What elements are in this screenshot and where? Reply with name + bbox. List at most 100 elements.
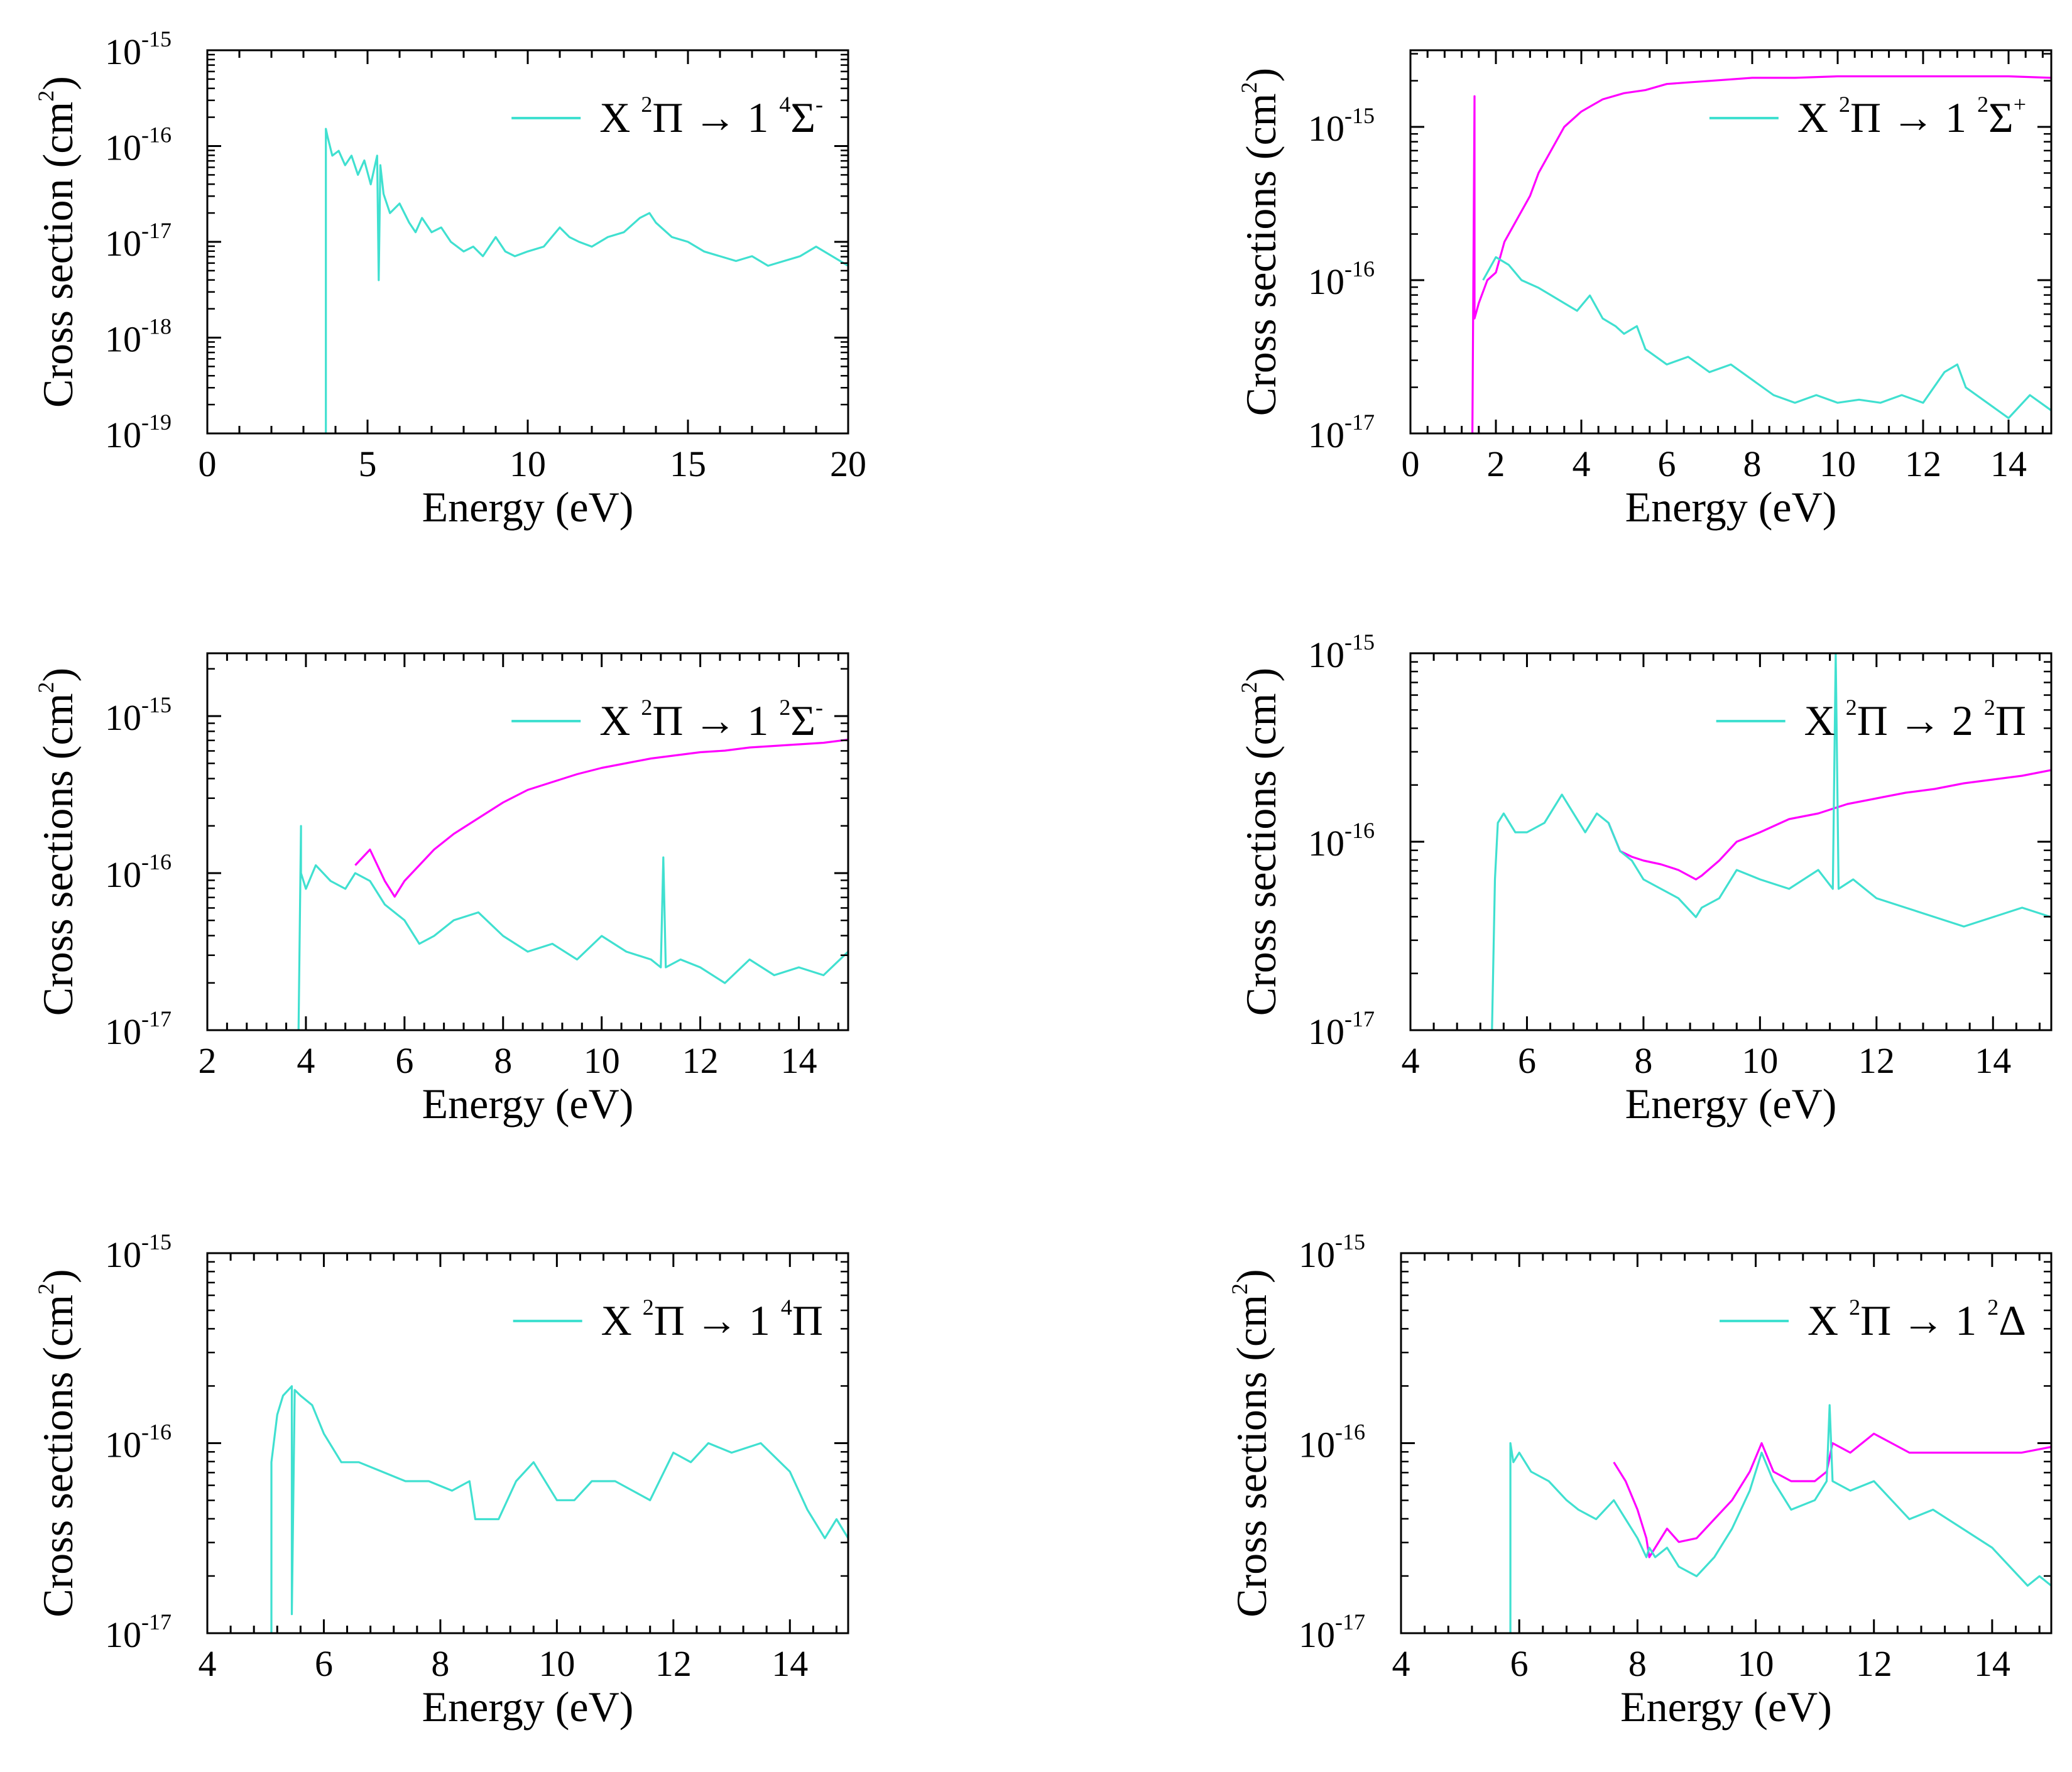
y-tick-label: 10-16 [105,849,172,895]
x-tick-label: 2 [1487,443,1505,484]
y-tick-label: 10-15 [105,26,172,72]
x-tick-label: 10 [1738,1643,1774,1684]
y-tick-label: 10-16 [1299,1420,1365,1465]
legend: X 2Π → 1 2Σ+ [1709,92,2026,141]
y-tick-label: 10-16 [1308,256,1375,302]
series-total-line [1471,75,2051,433]
legend-label: X 2Π → 1 2Σ- [599,695,823,744]
chart-panel-1: 0 5 10 15 20 10-19 10-18 10-17 10-16 10-15 Energy … [33,26,866,531]
x-tick-label: 4 [1402,1040,1420,1081]
x-tick-label: 4 [1392,1643,1410,1684]
chart-panel-6: 4 6 8 10 12 14 10-17 10-16 10-15 Energy (eV) Cross… [1227,1229,2053,1731]
series-partial-line [1509,1404,2051,1633]
x-tick-label: 4 [297,1040,315,1081]
y-tick-label: 10-15 [105,1229,172,1275]
x-tick-label: 8 [494,1040,512,1081]
x-axis-title: Energy (eV) [422,1683,634,1731]
x-tick-label: 6 [1518,1040,1536,1081]
chart-panel-3: 2 4 6 8 10 12 14 10-17 10-16 10-15 Energy (eV) Cros… [33,652,849,1128]
x-tick-label: 0 [199,443,217,484]
x-tick-label: 10 [538,1643,575,1684]
series-partial-line [297,825,848,1030]
plot-frame [206,652,849,1031]
y-tick-label: 10-16 [105,1420,172,1465]
x-tick-label: 8 [1628,1643,1647,1684]
x-axis-title: Energy (eV) [1620,1683,1832,1731]
legend: X 2Π → 1 4Π [513,1295,823,1344]
x-tick-label: 12 [1858,1040,1895,1081]
x-axis-title: Energy (eV) [422,1080,634,1128]
legend: X 2Π → 2 2Π [1716,695,2026,744]
x-tick-label: 6 [1658,443,1676,484]
y-tick-label: 10-17 [105,1006,172,1052]
y-axis-title: Cross sections (cm2) [33,1269,82,1617]
series-total-line [1613,1432,2051,1558]
y-tick-label: 10-17 [105,218,172,264]
x-axis-title: Energy (eV) [1625,1080,1837,1128]
y-tick-label: 10-17 [105,1609,172,1655]
series-total-line [1607,769,2051,881]
x-tick-label: 2 [199,1040,217,1081]
x-tick-label: 20 [830,443,866,484]
series-partial-line [270,1385,848,1633]
y-axis-title: Cross sections (cm2) [1227,1269,1275,1617]
x-tick-label: 10 [584,1040,620,1081]
y-axis-title: Cross sections (cm2) [1236,68,1285,416]
x-tick-label: 10 [1742,1040,1778,1081]
x-tick-label: 14 [781,1040,817,1081]
x-tick-label: 6 [315,1643,333,1684]
y-axis-title: Cross sections (cm2) [33,668,82,1016]
series-partial-line [1482,256,2051,420]
y-tick-label: 10-15 [1308,103,1375,149]
y-tick-label: 10-19 [105,410,172,455]
x-tick-label: 10 [1819,443,1856,484]
x-tick-label: 6 [1510,1643,1529,1684]
legend: X 2Π → 1 2Δ [1720,1295,2026,1344]
x-tick-label: 4 [1573,443,1591,484]
legend-label: X 2Π → 1 4Σ- [599,92,823,141]
x-tick-label: 12 [1856,1643,1892,1684]
series-partial-line [325,128,848,433]
x-tick-label: 14 [772,1643,808,1684]
x-tick-label: 10 [510,443,546,484]
y-tick-label: 10-17 [1308,1006,1375,1052]
y-tick-label: 10-15 [105,692,172,738]
y-tick-label: 10-18 [105,314,172,360]
series-partial-line [1491,653,2051,1030]
chart-panel-4: 4 6 8 10 12 14 10-17 10-16 10-15 Energy (eV) Cross… [1236,629,2053,1128]
legend-label: X 2Π → 1 2Δ [1808,1295,2026,1344]
legend-label: X 2Π → 2 2Π [1804,695,2026,744]
series-total-line [354,738,848,898]
x-tick-label: 8 [431,1643,449,1684]
legend-label: X 2Π → 1 4Π [601,1295,823,1344]
legend: X 2Π → 1 4Σ- [511,92,823,141]
y-tick-label: 10-16 [1308,818,1375,864]
x-tick-label: 14 [1975,1040,2011,1081]
legend: X 2Π → 1 2Σ- [511,695,823,744]
x-tick-label: 5 [359,443,377,484]
x-tick-label: 0 [1402,443,1420,484]
x-tick-label: 12 [682,1040,719,1081]
x-tick-label: 12 [1905,443,1941,484]
y-axis-title: Cross section (cm2) [33,76,82,408]
chart-panel-5: 4 6 8 10 12 14 10-17 10-16 10-15 Energy (eV) Cross… [33,1229,849,1731]
plot-frame [1409,49,2053,435]
y-tick-label: 10-16 [105,122,172,168]
x-tick-label: 8 [1743,443,1762,484]
y-tick-label: 10-15 [1308,629,1375,675]
y-tick-label: 10-17 [1308,410,1375,455]
y-tick-label: 10-17 [1299,1609,1365,1655]
x-tick-label: 15 [670,443,706,484]
y-axis-title: Cross sections (cm2) [1236,668,1285,1016]
x-axis-title: Energy (eV) [1625,483,1837,531]
x-tick-label: 6 [395,1040,413,1081]
chart-panel-2: 0 2 4 6 8 10 12 14 10-17 10-16 10-15 Energy (eV) Cro… [1236,49,2053,531]
x-tick-label: 14 [1974,1643,2010,1684]
x-tick-label: 8 [1634,1040,1652,1081]
x-tick-label: 14 [1990,443,2027,484]
y-tick-label: 10-15 [1299,1229,1365,1275]
x-tick-label: 4 [199,1643,217,1684]
x-axis-title: Energy (eV) [422,483,634,531]
x-tick-label: 12 [655,1643,692,1684]
